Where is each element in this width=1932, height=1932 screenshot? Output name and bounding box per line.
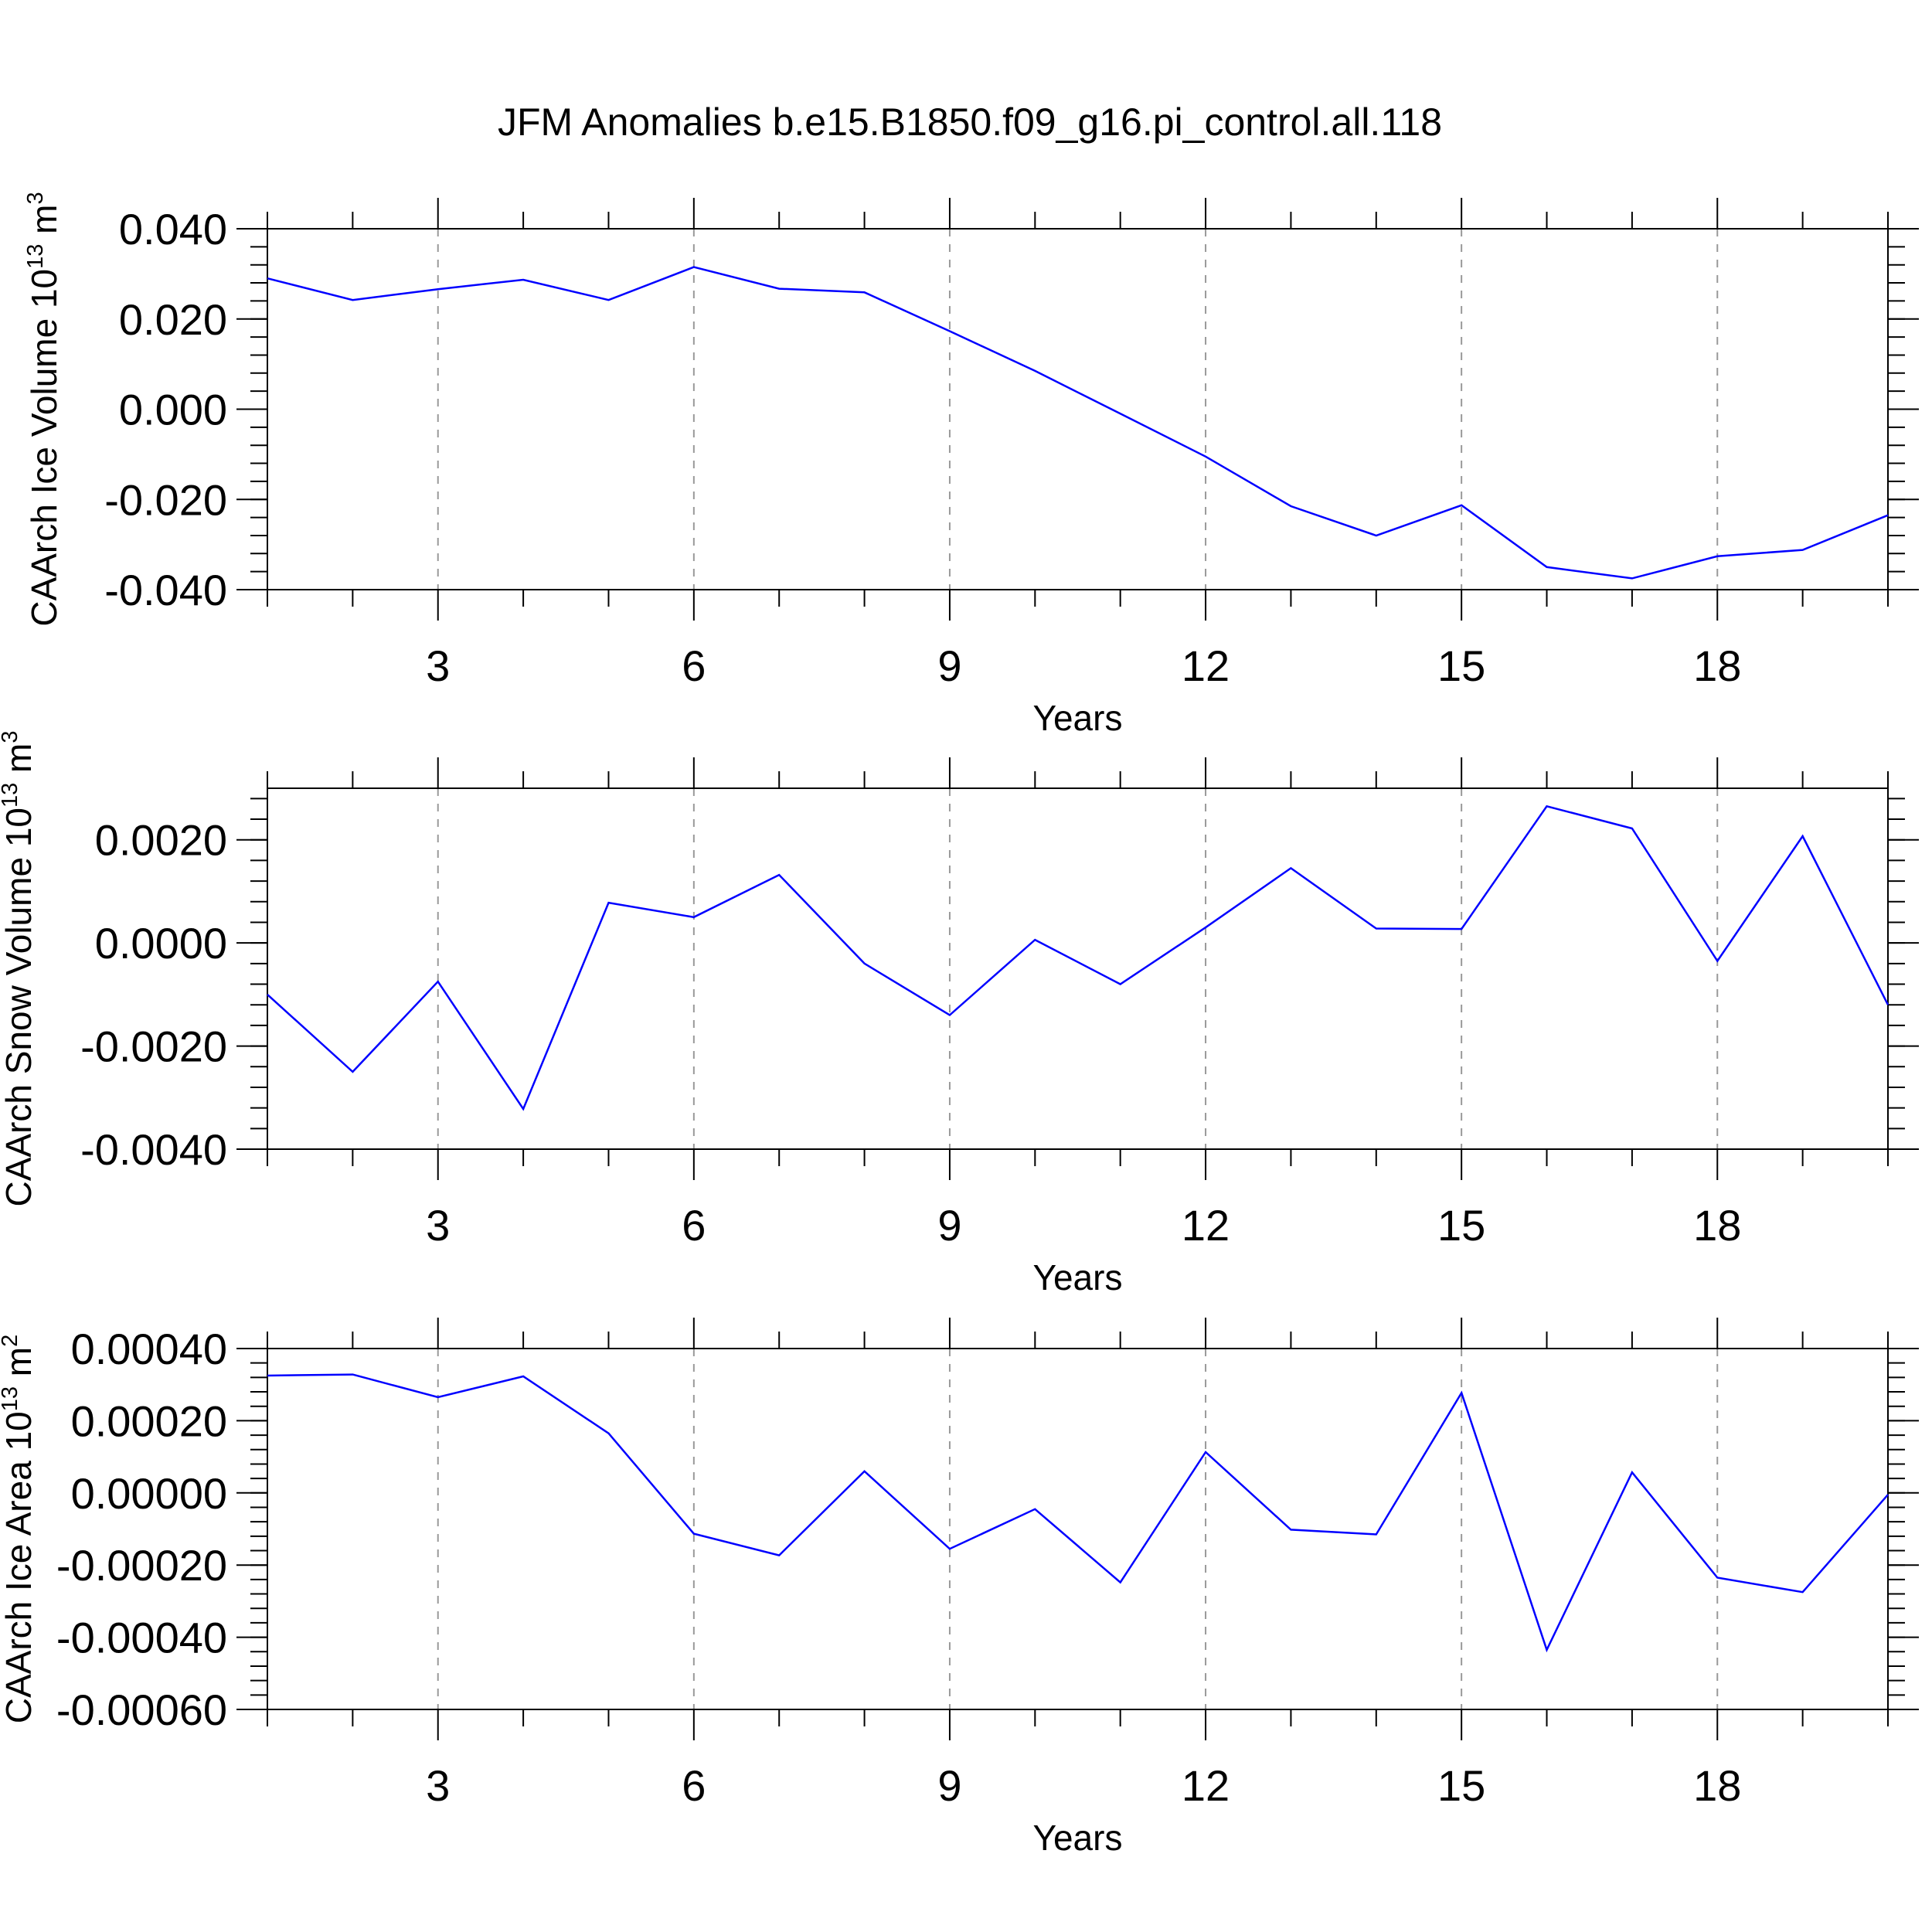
y-tick-label: -0.040 [104,566,227,614]
panel-2: -0.0040 -0.0020 0.0000 0.0020 3 6 9 12 15 18 Years… [0,730,1919,1298]
x-tick-label: 3 [426,1761,450,1810]
x-tick-label: 6 [682,641,706,690]
x-tick-label: 15 [1437,1761,1485,1810]
x-tick-label: 12 [1182,1761,1230,1810]
x-tick-label: 15 [1437,1201,1485,1250]
y-tick-label: -0.0020 [80,1022,227,1071]
y-tick-label: 0.00020 [71,1396,227,1445]
x-axis-title: Years [1033,1818,1123,1858]
y-tick-label: 0.020 [119,295,227,344]
plot-frame [267,228,1889,590]
y-tick-label: -0.0040 [80,1125,227,1174]
x-tick-label: 18 [1693,1761,1741,1810]
y-tick-label: -0.00060 [56,1685,227,1734]
series-line [267,1373,1889,1653]
y-axis-title: CAArch Snow Volume 1013 m3 [0,730,39,1206]
x-tick-label: 6 [682,1201,706,1250]
x-tick-label: 9 [937,1761,961,1810]
x-tick-label: 12 [1182,1201,1230,1250]
x-tick-label: 3 [426,641,450,690]
series-line [267,804,1889,1111]
panel-1: -0.040 -0.020 0.000 0.020 0.040 3 6 9 12 15 18 Year… [23,192,1919,738]
y-axis-title: CAArch Ice Area 1013 m2 [0,1335,39,1724]
x-tick-label: 18 [1693,1201,1741,1250]
y-tick-label: -0.00040 [56,1614,227,1662]
x-tick-label: 3 [426,1201,450,1250]
plot-frame [267,787,1889,1150]
series-line [267,266,1889,580]
y-tick-label: 0.040 [119,205,227,253]
y-tick-label: 0.000 [119,386,227,434]
y-tick-label: 0.00040 [71,1325,227,1373]
y-tick-label: -0.020 [104,475,227,524]
x-axis-title: Years [1033,1257,1123,1298]
x-tick-label: 18 [1693,641,1741,690]
x-tick-label: 9 [937,641,961,690]
x-tick-label: 6 [682,1761,706,1810]
y-tick-label: 0.00000 [71,1469,227,1518]
y-tick-label: -0.00020 [56,1541,227,1590]
chart-title: JFM Anomalies b.e15.B1850.f09_g16.pi_con… [498,100,1442,144]
panel-3: -0.00060 -0.00040 -0.00020 0.00000 0.00020 0.… [0,1318,1919,1858]
x-axis-title: Years [1033,698,1123,738]
y-tick-label: 0.0020 [95,816,227,865]
x-tick-label: 12 [1182,641,1230,690]
y-tick-label: 0.0000 [95,919,227,968]
x-tick-label: 9 [937,1201,961,1250]
y-axis-title: CAArch Ice Volume 1013 m3 [23,192,64,626]
x-tick-label: 15 [1437,641,1485,690]
plot-frame [267,1348,1889,1710]
